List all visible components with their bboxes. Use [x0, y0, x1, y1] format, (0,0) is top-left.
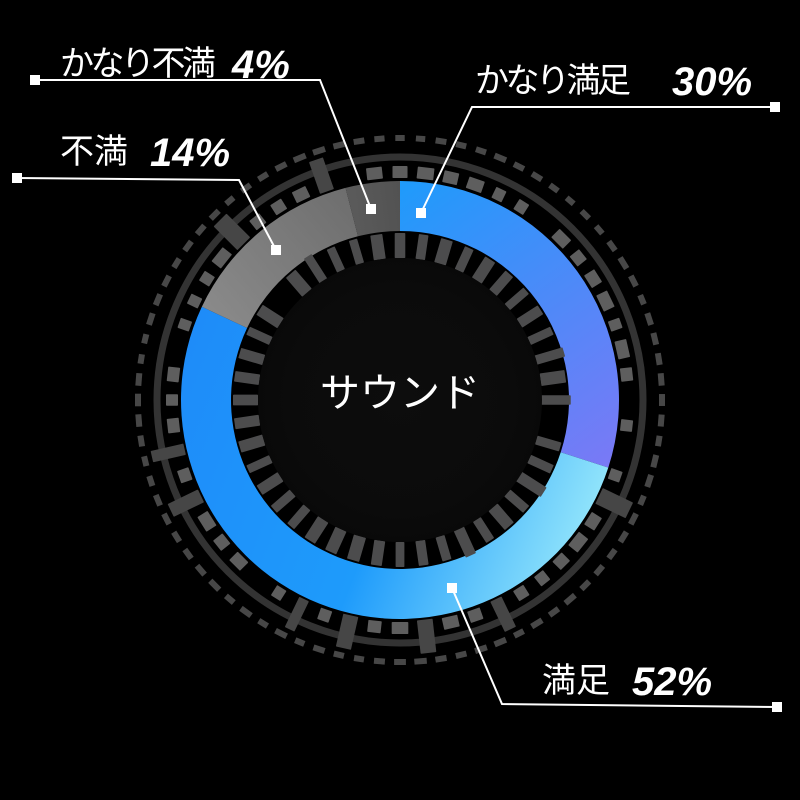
- svg-text:30%: 30%: [672, 60, 752, 104]
- svg-text:かなり満足: かなり満足: [475, 62, 630, 100]
- svg-text:52%: 52%: [632, 660, 712, 704]
- svg-text:4%: 4%: [231, 43, 290, 87]
- svg-text:14%: 14%: [150, 131, 230, 175]
- svg-text:サウンド: サウンド: [320, 372, 480, 416]
- svg-text:満足: 満足: [542, 662, 610, 700]
- svg-text:かなり不満: かなり不満: [60, 45, 215, 83]
- svg-text:不満: 不満: [60, 133, 128, 171]
